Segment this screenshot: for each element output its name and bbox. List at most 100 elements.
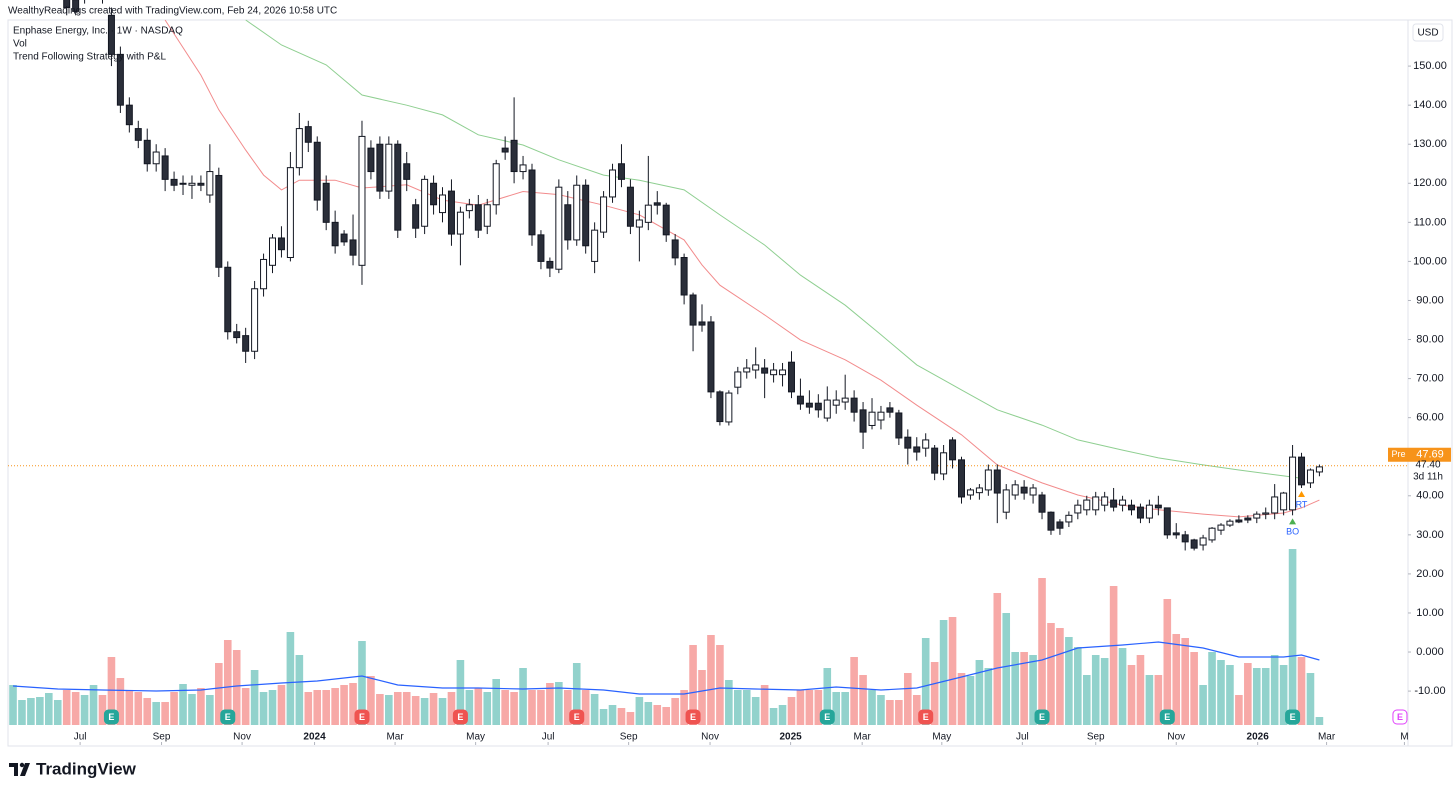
volume-bar: [1082, 675, 1091, 725]
candle-body: [456, 211, 464, 235]
volume-bar: [125, 690, 134, 725]
x-tick-label: Mar: [854, 732, 872, 743]
y-tick-label: 60.00: [1416, 412, 1444, 424]
volume-bar: [993, 593, 1002, 725]
volume-bar: [349, 683, 357, 725]
candle-body: [1235, 519, 1243, 523]
volume-bar: [850, 657, 858, 725]
volume-bar: [537, 690, 545, 725]
x-tick-label: Jul: [1016, 732, 1029, 743]
volume-bar: [411, 696, 420, 725]
candle-body: [1145, 504, 1153, 519]
candle-body: [1244, 517, 1252, 521]
volume-bar: [1163, 599, 1172, 725]
candle-body: [653, 202, 661, 206]
volume-bar: [599, 709, 608, 725]
candle-body: [644, 204, 652, 223]
candle-body: [841, 397, 849, 403]
earnings-label: E: [690, 712, 696, 722]
volume-bar: [581, 690, 590, 725]
candle-body: [260, 258, 268, 290]
volume-bar: [1252, 668, 1261, 725]
candle-body: [143, 139, 151, 165]
candle-body: [716, 391, 724, 423]
volume-bar: [483, 692, 492, 725]
logo-mark: [19, 762, 25, 768]
earnings-label: E: [359, 712, 365, 722]
candle-body: [528, 169, 536, 236]
x-tick-label: May: [466, 732, 485, 743]
candle-body: [107, 14, 115, 55]
y-tick-label: 150.00: [1413, 60, 1447, 72]
candle-body: [1074, 504, 1082, 514]
volume-bar: [116, 678, 125, 725]
volume-bar: [134, 692, 143, 725]
volume-bar: [268, 690, 277, 725]
signal-marker: [1298, 490, 1306, 497]
volume-bar: [232, 650, 241, 725]
premarket-tag-label: Pre: [1391, 449, 1405, 459]
chart-title: Enphase Energy, Inc. · 1W · NASDAQ: [13, 26, 183, 37]
attribution: WealthyReadings created with TradingView…: [8, 6, 337, 17]
candle-body: [662, 204, 670, 236]
earnings-label: E: [1290, 712, 1296, 722]
candle-body: [886, 407, 894, 413]
earnings-badge: [1392, 709, 1408, 725]
currency-box[interactable]: [1412, 23, 1444, 42]
volume-bar: [832, 692, 841, 725]
volume-bar: [27, 698, 35, 725]
volume-bar: [1047, 623, 1055, 725]
y-tick-label: 20.00: [1416, 568, 1444, 580]
y-tick-label: 40.00: [1416, 490, 1444, 502]
candle-body: [814, 402, 822, 411]
x-tick-label: Mar: [1318, 732, 1336, 743]
plot-area: BO RT E E E E E E E E E E E E: [8, 0, 1408, 725]
currency[interactable]: USD: [1417, 28, 1438, 39]
volume-bar: [563, 690, 572, 725]
candle-body: [197, 182, 205, 186]
x-tick-label: May: [932, 732, 951, 743]
chart-frame: [7, 19, 1453, 747]
candle-body: [188, 182, 196, 186]
tradingview-logo: TradingView: [9, 759, 137, 778]
last-price: 47.40: [1415, 460, 1440, 471]
volume-bar: [635, 697, 644, 725]
volume-bar: [1235, 695, 1243, 725]
volume-bar: [1029, 655, 1037, 725]
volume-bar: [313, 690, 322, 725]
candle-body: [1092, 496, 1100, 511]
y-tick-label: 80.00: [1416, 333, 1444, 345]
candle-body: [689, 294, 697, 326]
candle-body: [358, 135, 366, 266]
candle-body: [215, 174, 223, 268]
candle-body: [277, 237, 285, 251]
slow-ma-line: [245, 19, 1302, 479]
signal-label: RT: [1296, 499, 1308, 509]
earnings-badge: [103, 709, 119, 725]
candle-body: [1280, 492, 1288, 511]
candle-body: [1020, 486, 1028, 494]
candle-body: [376, 143, 384, 192]
premarket-price: 47.69: [1416, 449, 1444, 461]
volume-bar: [939, 620, 948, 725]
volume-bar: [1136, 655, 1145, 725]
candle-body: [1029, 487, 1037, 496]
volume-bar: [322, 690, 330, 725]
volume-bar: [1074, 647, 1082, 725]
volume-bar: [653, 705, 662, 725]
premarket-price-tag: [1409, 447, 1451, 462]
logo-mark: [20, 763, 30, 776]
volume-bar: [590, 694, 599, 725]
y-tick-label: 10.00: [1416, 607, 1444, 619]
candle-body: [949, 439, 957, 461]
countdown: 3d 11h: [1413, 472, 1443, 483]
candle-body: [322, 182, 330, 223]
candle-body: [1065, 514, 1073, 523]
earnings-badge: [685, 709, 701, 725]
candle-body: [940, 452, 948, 475]
volume-bar: [1091, 655, 1100, 725]
earnings-label: E: [108, 712, 114, 722]
x-tick-label: Jul: [542, 732, 555, 743]
x-tick-label: 2024: [303, 732, 326, 743]
volume-bar: [1020, 652, 1028, 725]
